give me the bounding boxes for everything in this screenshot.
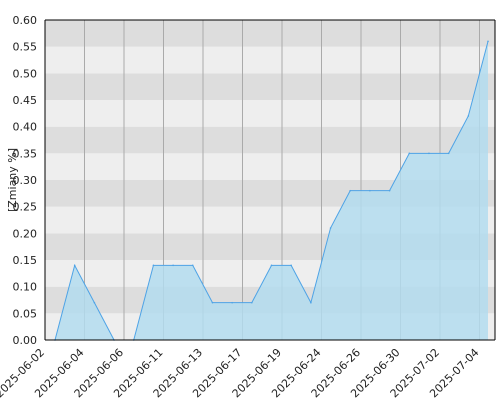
y-axis-label: [Zmiany %] xyxy=(6,148,19,212)
data-point xyxy=(467,115,470,117)
y-tick-label: 0.55 xyxy=(13,41,38,54)
y-tick-label: 0.15 xyxy=(13,254,38,267)
background-band xyxy=(45,100,495,127)
y-tick-label: 0.00 xyxy=(13,334,38,347)
data-point xyxy=(191,264,194,267)
data-point xyxy=(231,301,233,304)
background-band xyxy=(45,46,495,74)
y-tick-label: 0.10 xyxy=(13,281,38,294)
data-point xyxy=(251,301,253,304)
y-axis-ticks: 0.00 0.05 0.10 0.15 0.20 0.25 0.30 0.35 0.40 0.45… xyxy=(13,14,38,347)
data-point xyxy=(487,40,489,43)
data-point xyxy=(211,301,214,304)
data-point xyxy=(270,264,273,267)
y-tick-label: 0.05 xyxy=(13,307,38,320)
data-point xyxy=(408,152,411,155)
data-point xyxy=(152,264,155,267)
y-tick-label: 0.45 xyxy=(13,94,38,107)
data-point xyxy=(388,189,391,192)
data-point xyxy=(329,227,332,229)
data-point xyxy=(73,264,76,267)
y-tick-label: 0.25 xyxy=(13,201,38,214)
data-point xyxy=(349,189,352,192)
axes xyxy=(44,19,496,341)
y-tick-label: 0.50 xyxy=(13,67,38,80)
y-tick-label: 0.20 xyxy=(13,227,38,240)
background-band xyxy=(45,73,495,100)
y-tick-label: 0.35 xyxy=(13,147,38,160)
area-fill xyxy=(55,41,488,340)
x-axis-ticks: 2025-06-022025-06-042025-06-062025-06-11… xyxy=(0,346,482,400)
data-point xyxy=(310,301,312,304)
y-tick-label: 0.30 xyxy=(13,174,38,187)
background-band xyxy=(45,20,495,47)
data-point xyxy=(447,152,450,155)
data-point xyxy=(290,264,292,267)
data-point xyxy=(428,152,430,155)
background-band xyxy=(45,126,495,154)
y-tick-label: 0.40 xyxy=(13,121,38,134)
data-point xyxy=(93,301,96,304)
data-point xyxy=(172,264,174,267)
y-tick-label: 0.60 xyxy=(13,14,38,27)
data-point xyxy=(369,189,371,192)
